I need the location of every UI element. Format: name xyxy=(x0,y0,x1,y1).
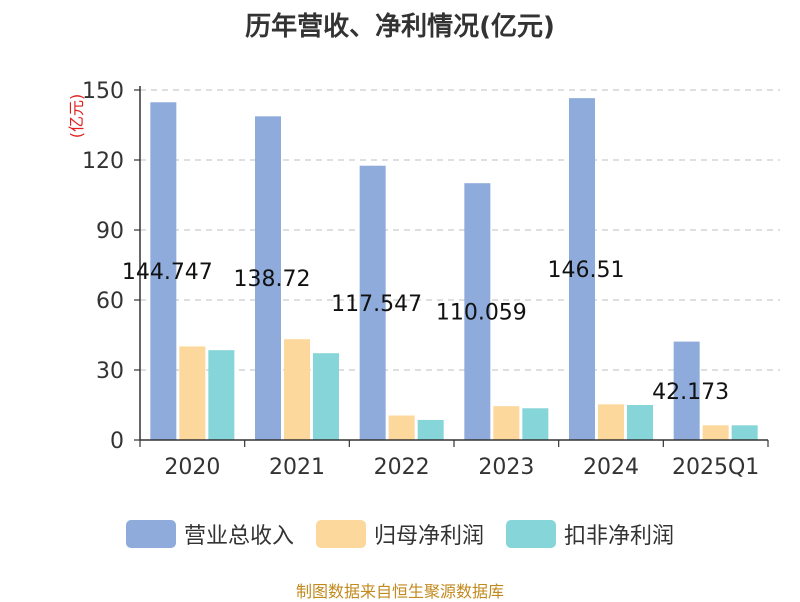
data-label: 42.173 xyxy=(652,380,729,405)
bar-归母净利润-2021 xyxy=(284,339,310,440)
bar-扣非净利润-2022 xyxy=(417,419,444,440)
bar-归母净利润-2023 xyxy=(493,406,520,440)
y-tick-label: 0 xyxy=(110,429,124,454)
data-label: 138.72 xyxy=(234,267,311,292)
bar-营业总收入-2024 xyxy=(569,98,595,440)
bar-营业总收入-2021 xyxy=(255,116,281,440)
x-tick-label: 2024 xyxy=(583,455,639,480)
y-axis-ticks: 0 30 60 90 120 150 xyxy=(82,79,140,454)
data-label: 146.51 xyxy=(548,258,625,283)
y-tick-label: 120 xyxy=(82,149,124,174)
x-tick-label: 2021 xyxy=(269,455,325,480)
bar-扣非净利润-2020 xyxy=(208,350,235,440)
y-tick-label: 150 xyxy=(82,79,124,104)
bar-扣非净利润-2021 xyxy=(313,353,339,440)
legend-swatch xyxy=(125,520,176,548)
x-axis-ticks: 2020 2021 2022 2023 2024 2025Q1 xyxy=(139,440,769,480)
x-tick-label: 2020 xyxy=(164,455,220,480)
bar-归母净利润-2022 xyxy=(388,415,415,440)
legend-item[interactable]: 营业总收入 xyxy=(125,518,294,550)
data-label: 117.547 xyxy=(331,292,422,317)
bar-归母净利润-2020 xyxy=(179,346,206,440)
y-tick-label: 60 xyxy=(96,289,124,314)
bar-营业总收入-2025Q1 xyxy=(673,341,700,440)
x-tick-label: 2022 xyxy=(374,455,430,480)
data-label: 110.059 xyxy=(436,301,527,326)
y-tick-label: 90 xyxy=(96,219,124,244)
bar-营业总收入-2023 xyxy=(464,183,491,440)
bar-营业总收入-2020 xyxy=(150,102,177,440)
y-axis-label: (亿元) xyxy=(67,94,86,139)
legend-label: 营业总收入 xyxy=(183,524,294,549)
grid-lines xyxy=(140,89,780,371)
legend-item[interactable]: 扣非净利润 xyxy=(506,518,674,550)
bar-归母净利润-2024 xyxy=(598,404,624,440)
legend-swatch xyxy=(506,520,556,548)
legend-item[interactable]: 归母净利润 xyxy=(315,518,484,550)
bar-扣非净利润-2023 xyxy=(522,408,549,440)
x-tick-label: 2025Q1 xyxy=(672,455,759,480)
chart-title: 历年营收、净利情况(亿元) xyxy=(245,12,555,42)
bar-营业总收入-2022 xyxy=(359,165,386,440)
bar-扣非净利润-2024 xyxy=(627,405,653,440)
data-labels: 144.747 138.72 117.547 110.059 146.51 42.173 xyxy=(122,258,729,405)
y-tick-label: 30 xyxy=(96,359,124,384)
bar-归母净利润-2025Q1 xyxy=(702,425,729,440)
source-note: 制图数据来自恒生聚源数据库 xyxy=(295,582,504,601)
bars xyxy=(150,98,758,440)
bar-扣非净利润-2025Q1 xyxy=(731,425,758,440)
legend-swatch xyxy=(315,520,366,548)
legend: 营业总收入 归母净利润 扣非净利润 xyxy=(0,518,800,550)
x-tick-label: 2023 xyxy=(478,455,534,480)
data-label: 144.747 xyxy=(122,260,213,285)
legend-label: 扣非净利润 xyxy=(564,524,675,549)
legend-label: 归母净利润 xyxy=(373,524,484,549)
